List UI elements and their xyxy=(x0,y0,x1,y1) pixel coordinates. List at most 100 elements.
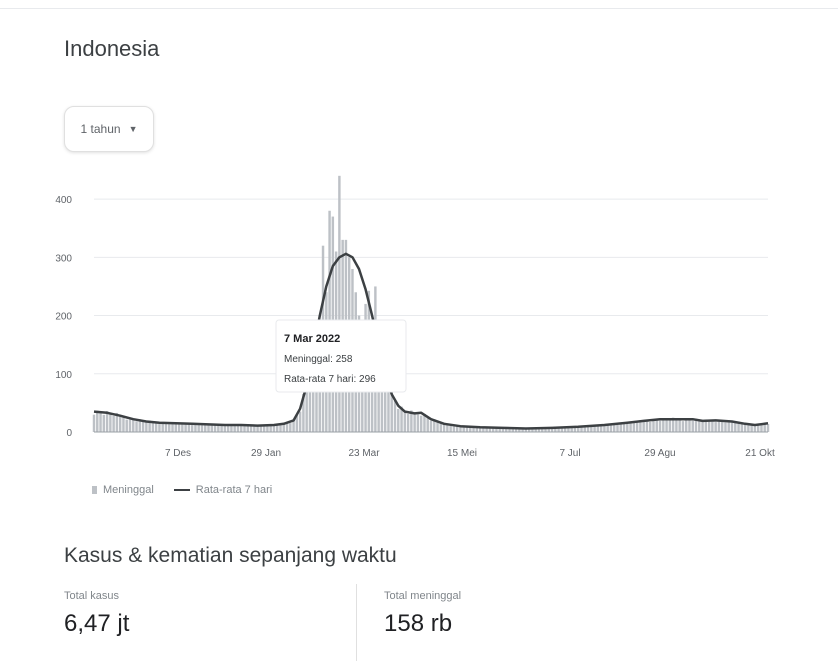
y-tick-label-400: 400 xyxy=(55,195,72,206)
deaths-bar xyxy=(380,357,384,432)
tooltip-date: 7 Mar 2022 xyxy=(284,333,340,345)
deaths-bar xyxy=(151,421,155,432)
deaths-bar xyxy=(406,413,410,432)
deaths-bar xyxy=(629,421,632,432)
deaths-bar xyxy=(397,408,400,432)
summary-title: Kasus & kematian sepanjang waktu xyxy=(64,544,397,567)
deaths-bar xyxy=(423,413,426,432)
deaths-bar xyxy=(724,422,727,432)
deaths-bar xyxy=(262,425,266,432)
deaths-bar xyxy=(462,427,465,432)
total-deaths-stat: Total meninggal 158 rb xyxy=(384,590,461,638)
deaths-bar xyxy=(616,424,619,432)
deaths-bar xyxy=(691,420,694,432)
deaths-bar xyxy=(508,427,511,432)
deaths-bar xyxy=(276,425,279,432)
deaths-bar xyxy=(645,421,649,432)
deaths-bar xyxy=(596,424,600,432)
deaths-bar xyxy=(505,428,508,432)
deaths-bar xyxy=(583,427,586,432)
deaths-bar xyxy=(282,423,285,432)
deaths-bar xyxy=(236,424,240,432)
deaths-bar xyxy=(498,427,501,432)
deaths-bar xyxy=(485,428,488,432)
deaths-bar xyxy=(184,423,187,432)
deaths-bar xyxy=(197,424,200,432)
deaths-bar xyxy=(737,421,740,432)
deaths-bar xyxy=(174,423,178,432)
deaths-bar xyxy=(580,426,583,432)
deaths-bar xyxy=(308,373,312,432)
deaths-bar xyxy=(154,422,158,432)
deaths-bar xyxy=(482,427,485,432)
chart-legend: Meninggal Rata-rata 7 hari xyxy=(92,484,272,496)
deaths-bar xyxy=(187,424,191,432)
deaths-bar xyxy=(171,422,174,432)
deaths-bar xyxy=(734,422,737,432)
deaths-chart[interactable]: 0 100 200 300 400 7 Des 29 Jan 23 Mar 15 Mei 7 Ju… xyxy=(0,160,838,480)
deaths-bar xyxy=(243,425,246,432)
deaths-bar xyxy=(96,410,99,432)
deaths-bar xyxy=(573,426,577,432)
deaths-bar xyxy=(730,421,734,432)
deaths-bar xyxy=(671,417,675,432)
deaths-bar xyxy=(557,427,560,432)
x-tick-label: 29 Jan xyxy=(251,448,281,459)
deaths-bar xyxy=(570,427,573,432)
deaths-bar xyxy=(226,424,230,432)
deaths-bar xyxy=(292,419,295,432)
deaths-bar xyxy=(727,420,730,432)
deaths-bar xyxy=(554,427,557,432)
deaths-bar xyxy=(135,421,138,432)
legend-label-deaths: Meninggal xyxy=(103,484,154,496)
total-deaths-value: 158 rb xyxy=(384,610,453,637)
deaths-bar xyxy=(302,393,305,432)
deaths-bar xyxy=(521,428,524,432)
deaths-bar xyxy=(714,422,717,432)
x-tick-label: 7 Jul xyxy=(559,448,580,459)
deaths-bar xyxy=(181,422,184,432)
deaths-bar xyxy=(662,418,665,432)
deaths-bar xyxy=(550,428,554,432)
deaths-bar xyxy=(419,415,423,432)
deaths-bar xyxy=(609,424,613,432)
total-cases-value: 6,47 jt xyxy=(64,610,130,637)
time-range-dropdown[interactable]: 1 tahun ▼ xyxy=(64,106,154,152)
deaths-bar xyxy=(115,412,119,432)
deaths-bar xyxy=(707,420,711,432)
deaths-bar xyxy=(138,419,142,432)
x-tick-label: 29 Agu xyxy=(644,448,675,459)
deaths-bar xyxy=(109,413,112,432)
deaths-bar xyxy=(383,377,387,432)
stat-divider xyxy=(356,584,357,661)
deaths-bar xyxy=(511,428,515,432)
deaths-bar xyxy=(642,420,645,432)
deaths-bar xyxy=(220,425,223,432)
deaths-bar xyxy=(452,426,456,432)
deaths-bar xyxy=(740,423,744,432)
deaths-bar xyxy=(125,419,128,432)
deaths-bar xyxy=(720,421,724,432)
deaths-bar xyxy=(658,420,662,432)
deaths-bar xyxy=(246,424,249,432)
y-tick-label-200: 200 xyxy=(55,312,72,323)
legend-line-swatch xyxy=(173,489,190,491)
deaths-bar xyxy=(619,422,622,432)
deaths-bar xyxy=(269,424,272,432)
deaths-bar xyxy=(652,419,655,432)
deaths-bar xyxy=(253,425,256,432)
deaths-bar xyxy=(577,426,580,432)
deaths-bar xyxy=(635,422,639,432)
deaths-bar xyxy=(145,422,148,432)
x-tick-label: 7 Des xyxy=(165,448,191,459)
deaths-bar xyxy=(240,425,243,432)
deaths-bar xyxy=(217,424,220,432)
deaths-bar xyxy=(305,385,308,432)
x-tick-label: 23 Mar xyxy=(348,448,380,459)
deaths-bar xyxy=(426,417,429,432)
deaths-bar xyxy=(177,424,181,432)
deaths-bar xyxy=(472,427,475,432)
deaths-bar xyxy=(118,415,122,432)
deaths-bar xyxy=(105,411,109,432)
deaths-bar xyxy=(544,427,547,432)
